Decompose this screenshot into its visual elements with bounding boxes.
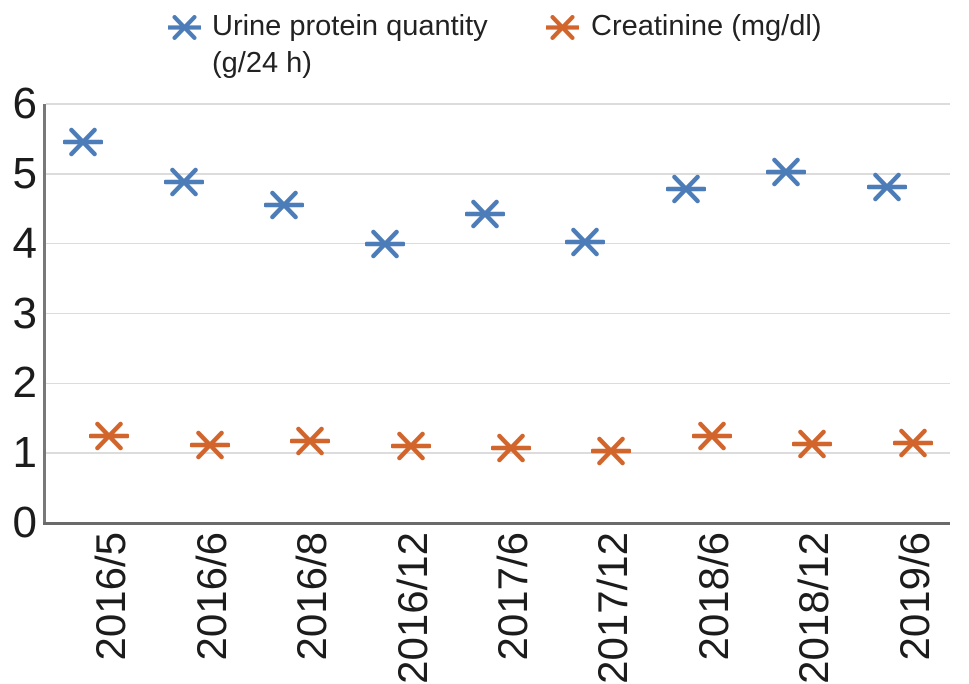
x-axis-label: 2018/6 <box>689 532 737 661</box>
urine-protein-marker <box>564 227 607 257</box>
x-axis-spine <box>43 521 950 525</box>
y-axis-label: 5 <box>12 148 37 198</box>
creatinine-marker <box>892 428 934 457</box>
legend-item-urine-protein: Urine protein quantity (g/24 h) <box>166 8 488 82</box>
plot-area <box>46 103 950 523</box>
creatinine-marker <box>490 433 532 462</box>
creatinine-marker <box>189 430 231 460</box>
gridline <box>46 242 950 245</box>
gridline <box>46 452 950 454</box>
urine-protein-marker <box>163 167 205 197</box>
x-axis-label: 2016/6 <box>187 532 235 661</box>
urine-protein-marker <box>765 158 807 187</box>
urine-protein-marker <box>866 172 908 202</box>
y-axis-label: 0 <box>12 498 37 547</box>
creatinine-asterisk-icon <box>544 15 581 45</box>
urine-protein-marker <box>62 128 104 157</box>
creatinine-marker <box>590 436 633 466</box>
y-axis-spine <box>43 104 46 525</box>
urine-protein-marker <box>263 190 305 220</box>
x-axis-label: 2016/12 <box>388 532 436 684</box>
legend-label-urine-protein-line1: Urine protein quantity <box>212 10 488 42</box>
x-axis-label: 2019/6 <box>890 532 938 661</box>
creatinine-marker <box>289 426 331 455</box>
legend-label-creatinine: Creatinine (mg/dl) <box>591 8 821 45</box>
gridline <box>46 103 950 105</box>
urine-protein-marker <box>363 229 406 258</box>
gridline <box>46 382 950 385</box>
y-axis-label: 1 <box>12 428 37 478</box>
urine-protein-marker <box>464 199 506 228</box>
creatinine-marker <box>691 422 733 451</box>
y-axis-label: 2 <box>12 358 37 408</box>
legend-item-creatinine: Creatinine (mg/dl) <box>544 8 821 45</box>
gridline <box>46 312 950 315</box>
creatinine-marker <box>791 429 833 459</box>
y-axis-label: 3 <box>12 288 37 338</box>
y-axis-label: 4 <box>12 218 37 268</box>
x-axis-label: 2016/8 <box>288 532 336 661</box>
x-axis-label: 2016/5 <box>87 532 135 661</box>
legend-label-urine-protein-line2: (g/24 h) <box>212 47 312 79</box>
creatinine-marker <box>389 431 432 461</box>
legend-label-urine-protein: Urine protein quantity (g/24 h) <box>212 8 488 82</box>
x-axis-label: 2017/6 <box>489 532 536 661</box>
urine-protein-marker <box>665 174 707 204</box>
y-axis-label: 6 <box>12 79 37 128</box>
gridline <box>46 173 950 175</box>
creatinine-marker <box>88 422 130 451</box>
urine-protein-asterisk-icon <box>166 15 203 45</box>
legend-label-creatinine-line1: Creatinine (mg/dl) <box>591 10 822 42</box>
x-axis-label: 2018/12 <box>790 532 838 684</box>
x-axis-label: 2017/12 <box>589 532 637 684</box>
